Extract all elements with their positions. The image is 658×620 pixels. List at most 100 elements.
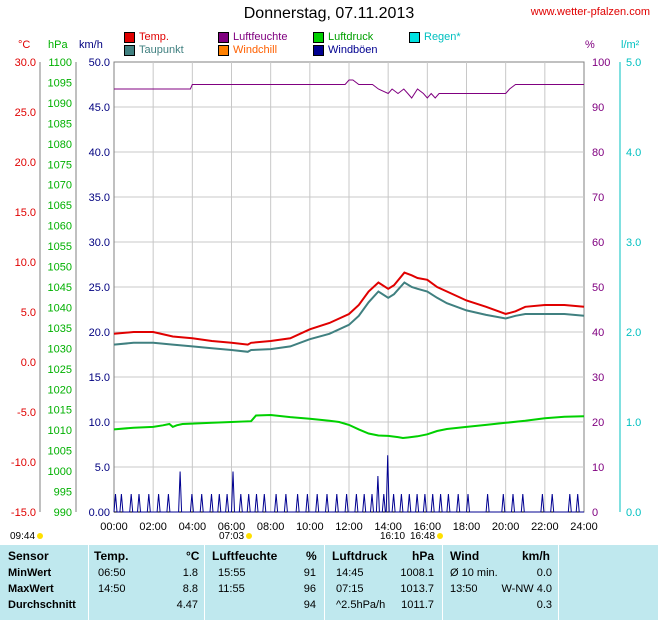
table-cell: 14:45 <box>336 567 364 579</box>
table-cell: 96 <box>303 583 316 595</box>
legend-swatch <box>313 44 324 56</box>
table-cell: ^2.5hPa/h <box>336 599 386 611</box>
hdr-sensor: Sensor <box>8 549 49 563</box>
wind-tick-label: 0.00 <box>89 507 110 519</box>
pressure-tick-label: 1070 <box>48 180 72 192</box>
wind-tick-label: 5.0 <box>95 462 110 474</box>
table-cell: Ø 10 min. <box>450 567 498 579</box>
pressure-tick-label: 1080 <box>48 139 72 151</box>
series-taupunkt-line <box>113 281 585 353</box>
table-cell: 11:55 <box>218 583 245 595</box>
humidity-tick-label: 10 <box>592 462 604 474</box>
sun-icon <box>37 533 44 540</box>
temp-tick-label: -5.0 <box>17 407 36 419</box>
x-tick-label: 24:00 <box>570 521 598 533</box>
chart-grid <box>113 61 585 513</box>
pressure-tick-label: 1035 <box>48 323 72 335</box>
table-cell: 94 <box>303 599 316 611</box>
humidity-axis-header: % <box>585 39 595 51</box>
humidity-tick-label: 80 <box>592 147 604 159</box>
pressure-tick-label: 1030 <box>48 343 72 355</box>
x-tick-label: 20:00 <box>492 521 520 533</box>
pressure-tick-label: 1010 <box>48 425 72 437</box>
rain-axis-header: l/m² <box>621 39 640 51</box>
pressure-tick-label: 1015 <box>48 405 72 417</box>
x-tick-label: 16:00 <box>414 521 442 533</box>
pressure-tick-label: 1085 <box>48 118 72 130</box>
legend-swatch <box>313 31 324 43</box>
pressure-tick-label: 1000 <box>48 466 72 478</box>
pressure-tick-label: 1095 <box>48 77 72 89</box>
humidity-tick-label: 20 <box>592 417 604 429</box>
pressure-tick-label: 1060 <box>48 221 72 233</box>
row-label: MinWert <box>8 567 52 579</box>
pressure-tick-label: 1050 <box>48 262 72 274</box>
sunset-time: 16:48 <box>410 531 444 542</box>
wind-tick-label: 10.0 <box>89 417 110 429</box>
table-cell: 4.47 <box>176 599 198 611</box>
row-label: MaxWert <box>8 583 54 595</box>
pressure-tick-label: 1055 <box>48 241 72 253</box>
humidity-tick-label: 100 <box>592 57 610 69</box>
site-link[interactable]: www.wetter-pfalzen.com <box>530 6 650 18</box>
chart-axes: 00:00 02:00 04:00 06:00 08:00 10:00 12:00 14:00… <box>11 57 641 533</box>
legend-dewpoint: Taupunkt <box>124 44 184 56</box>
x-tick-label: 22:00 <box>531 521 559 533</box>
table-cell: 15:55 <box>218 567 246 579</box>
wind-tick-label: 30.0 <box>89 237 110 249</box>
legend-swatch <box>124 44 135 56</box>
pressure-tick-label: 1065 <box>48 200 72 212</box>
pressure-tick-label: 1045 <box>48 282 72 294</box>
chart-series <box>113 79 585 513</box>
sun-icon <box>437 533 444 540</box>
wind-tick-label: 15.0 <box>89 372 110 384</box>
pressure-tick-label: 1025 <box>48 364 72 376</box>
rain-tick-label: 5.0 <box>626 57 641 69</box>
humidity-tick-label: 90 <box>592 102 604 114</box>
x-tick-label: 04:00 <box>179 521 207 533</box>
x-tick-label: 12:00 <box>335 521 363 533</box>
legend-humidity: Luftfeuchte <box>218 31 287 43</box>
x-tick-label: 18:00 <box>453 521 481 533</box>
x-tick-label: 10:00 <box>296 521 324 533</box>
table-cell: 1011.7 <box>401 599 434 611</box>
weather-chart: 00:00 02:00 04:00 06:00 08:00 10:00 12:00 14:00… <box>11 57 641 533</box>
pressure-tick-label: 1090 <box>48 98 72 110</box>
temp-tick-label: -15.0 <box>11 507 36 519</box>
table-cell: 1.8 <box>182 567 198 579</box>
rain-tick-label: 0.0 <box>626 507 641 519</box>
table-cell: W-NW 4.0 <box>501 583 552 595</box>
temp-tick-label: 25.0 <box>15 107 36 119</box>
hdr-wind-unit: km/h <box>522 549 551 563</box>
hdr-humidity: Luftfeuchte <box>212 549 278 563</box>
temp-tick-label: 5.0 <box>21 307 36 319</box>
row-label: Durchschnitt <box>8 599 76 611</box>
table-cell: 14:50 <box>98 583 126 595</box>
series-temp-line <box>113 271 585 346</box>
series-gusts-line <box>113 455 584 513</box>
wind-tick-label: 45.0 <box>89 102 110 114</box>
pressure-axis-header: hPa <box>48 39 68 51</box>
hdr-pressure: Luftdruck <box>332 549 388 563</box>
stats-table: Sensor Temp. °C Luftfeuchte % Luftdruck … <box>0 545 658 620</box>
temp-tick-label: -10.0 <box>11 457 36 469</box>
chart-title: Donnerstag, 07.11.2013 <box>243 5 415 22</box>
hdr-humidity-unit: % <box>306 549 317 563</box>
table-cell: 0.3 <box>536 599 552 611</box>
wind-tick-label: 35.0 <box>89 192 110 204</box>
temp-tick-label: 0.0 <box>21 357 36 369</box>
pressure-tick-label: 1020 <box>48 384 72 396</box>
humidity-tick-label: 60 <box>592 237 604 249</box>
rain-tick-label: 4.0 <box>626 147 641 159</box>
humidity-tick-label: 40 <box>592 327 604 339</box>
x-tick-label: 08:00 <box>257 521 285 533</box>
temp-tick-label: 10.0 <box>15 257 36 269</box>
rain-tick-label: 1.0 <box>626 417 641 429</box>
table-cell: 06:50 <box>98 567 126 579</box>
legend-swatch <box>124 31 135 43</box>
legend-swatch <box>218 44 229 56</box>
rain-tick-label: 3.0 <box>626 237 641 249</box>
wind-tick-label: 40.0 <box>89 147 110 159</box>
table-cell: 1013.7 <box>400 583 434 595</box>
table-cell: 0.0 <box>536 567 552 579</box>
